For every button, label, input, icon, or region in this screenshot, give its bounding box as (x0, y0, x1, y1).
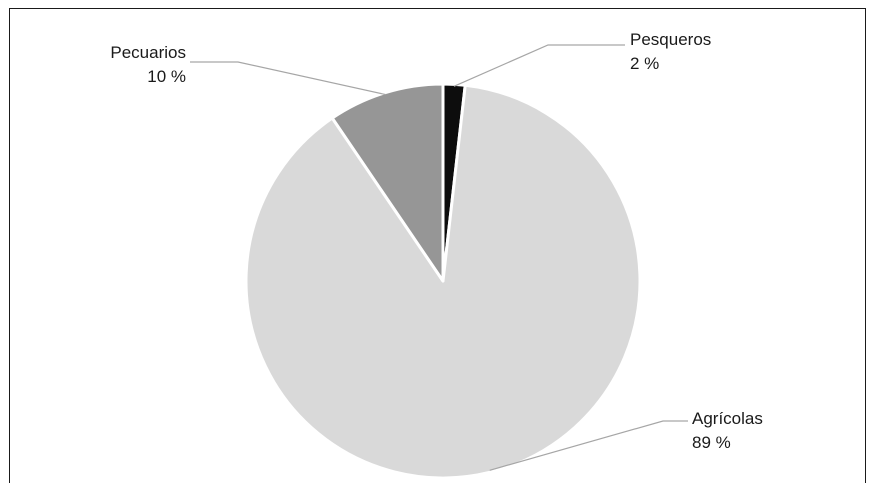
leader-line-agrcolas (489, 420, 688, 471)
slice-label-agricolas: Agrícolas (692, 409, 763, 428)
slice-label-pecuarios: Pecuarios (110, 43, 186, 62)
slice-value-agricolas: 89 % (692, 433, 731, 452)
slice-value-pesqueros: 2 % (630, 54, 659, 73)
leader-line-pecuarios (190, 61, 386, 96)
leader-line-pesqueros (453, 44, 625, 87)
slice-label-pesqueros: Pesqueros (630, 30, 711, 49)
pie-slices (244, 82, 642, 480)
slice-value-pecuarios: 10 % (147, 67, 186, 86)
pie-slice-pecuarios (330, 82, 445, 283)
leader-lines (190, 44, 688, 471)
